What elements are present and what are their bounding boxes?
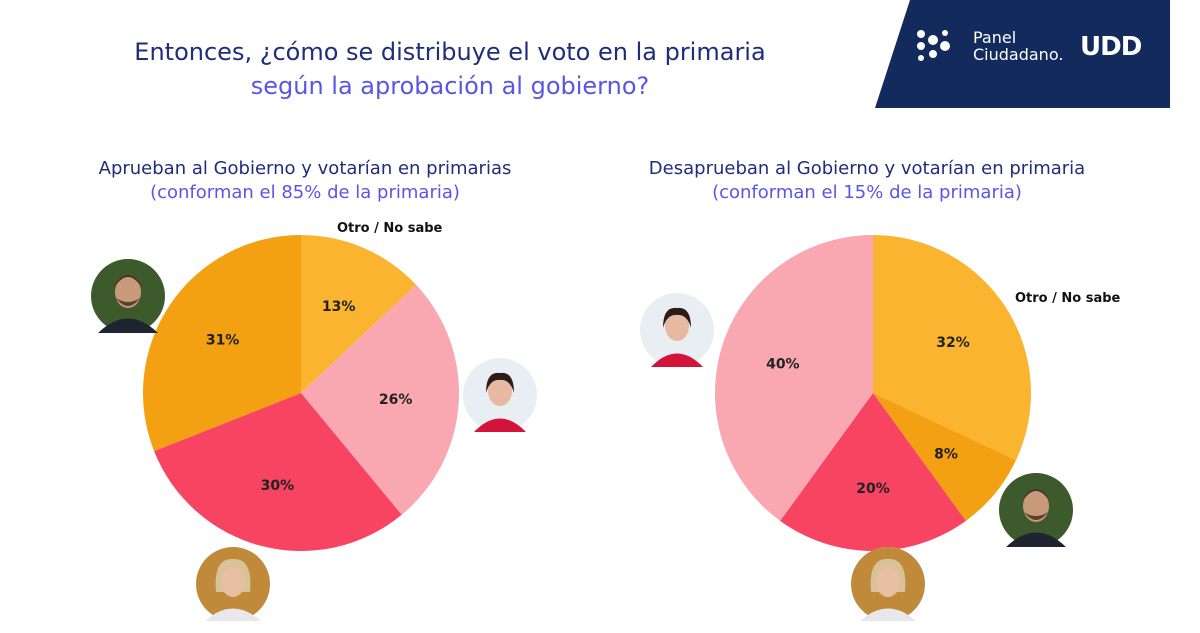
page-subtitle: según la aprobación al gobierno? bbox=[250, 72, 650, 100]
chart-1-slice-2-value-label: 26% bbox=[379, 392, 413, 408]
chart-1-slice-4-value-label: 31% bbox=[206, 333, 240, 349]
chart-1-slice-1 bbox=[301, 235, 417, 393]
panel-ciudadano-logo-icon bbox=[917, 30, 950, 61]
chart-1-slice-2 bbox=[301, 284, 460, 515]
chart-1-subtitle: (conforman el 85% de la primaria) bbox=[150, 182, 460, 203]
chart-2-category-label: Otro / No sabe bbox=[1015, 291, 1121, 306]
chart-1-category-label: Otro / No sabe bbox=[337, 221, 443, 236]
chart-1-woman-short-dark-hair-avatar bbox=[463, 358, 537, 432]
logo-text-line2: Ciudadano. bbox=[973, 45, 1064, 64]
chart-1-heading: Aprueban al Gobierno y votarían en prima… bbox=[25, 158, 585, 203]
logo-text: Panel Ciudadano. bbox=[973, 29, 1063, 63]
chart-1-slice-1-value-label: 13% bbox=[322, 299, 356, 315]
chart-1-title: Aprueban al Gobierno y votarían en prima… bbox=[98, 158, 512, 179]
chart-1-slice-3-value-label: 30% bbox=[261, 478, 295, 494]
chart-2-slice-4-value-label: 40% bbox=[766, 357, 800, 373]
chart-2-slice-3 bbox=[780, 393, 966, 552]
chart-1-slice-3 bbox=[154, 393, 402, 551]
chart-2-woman-short-dark-hair-avatar bbox=[640, 293, 714, 367]
chart-2-slice-2-value-label: 8% bbox=[934, 446, 958, 462]
chart-2-slice-1-value-label: 32% bbox=[936, 335, 970, 351]
chart-2-slice-2 bbox=[873, 393, 1016, 521]
chart-2-man-beard-avatar bbox=[999, 473, 1073, 547]
chart-1-man-beard-avatar bbox=[91, 259, 165, 333]
udd-logo: UDD bbox=[1080, 32, 1142, 62]
chart-2-heading: Desaprueban al Gobierno y votarían en pr… bbox=[587, 158, 1147, 203]
chart-1-woman-blonde-hair-avatar bbox=[196, 547, 270, 621]
chart-2-slice-4 bbox=[715, 235, 873, 521]
chart-2-slice-3-value-label: 20% bbox=[856, 481, 890, 497]
chart-2-woman-blonde-hair-avatar bbox=[851, 547, 925, 621]
logo-text-line1: Panel bbox=[973, 28, 1017, 47]
chart-1-slice-4 bbox=[143, 235, 301, 452]
page-title: Entonces, ¿cómo se distribuye el voto en… bbox=[134, 38, 766, 66]
chart-2-slice-1 bbox=[873, 235, 1031, 461]
brand-banner bbox=[875, 0, 1170, 108]
chart-2-title: Desaprueban al Gobierno y votarían en pr… bbox=[648, 158, 1086, 179]
chart-2-subtitle: (conforman el 15% de la primaria) bbox=[712, 182, 1022, 203]
